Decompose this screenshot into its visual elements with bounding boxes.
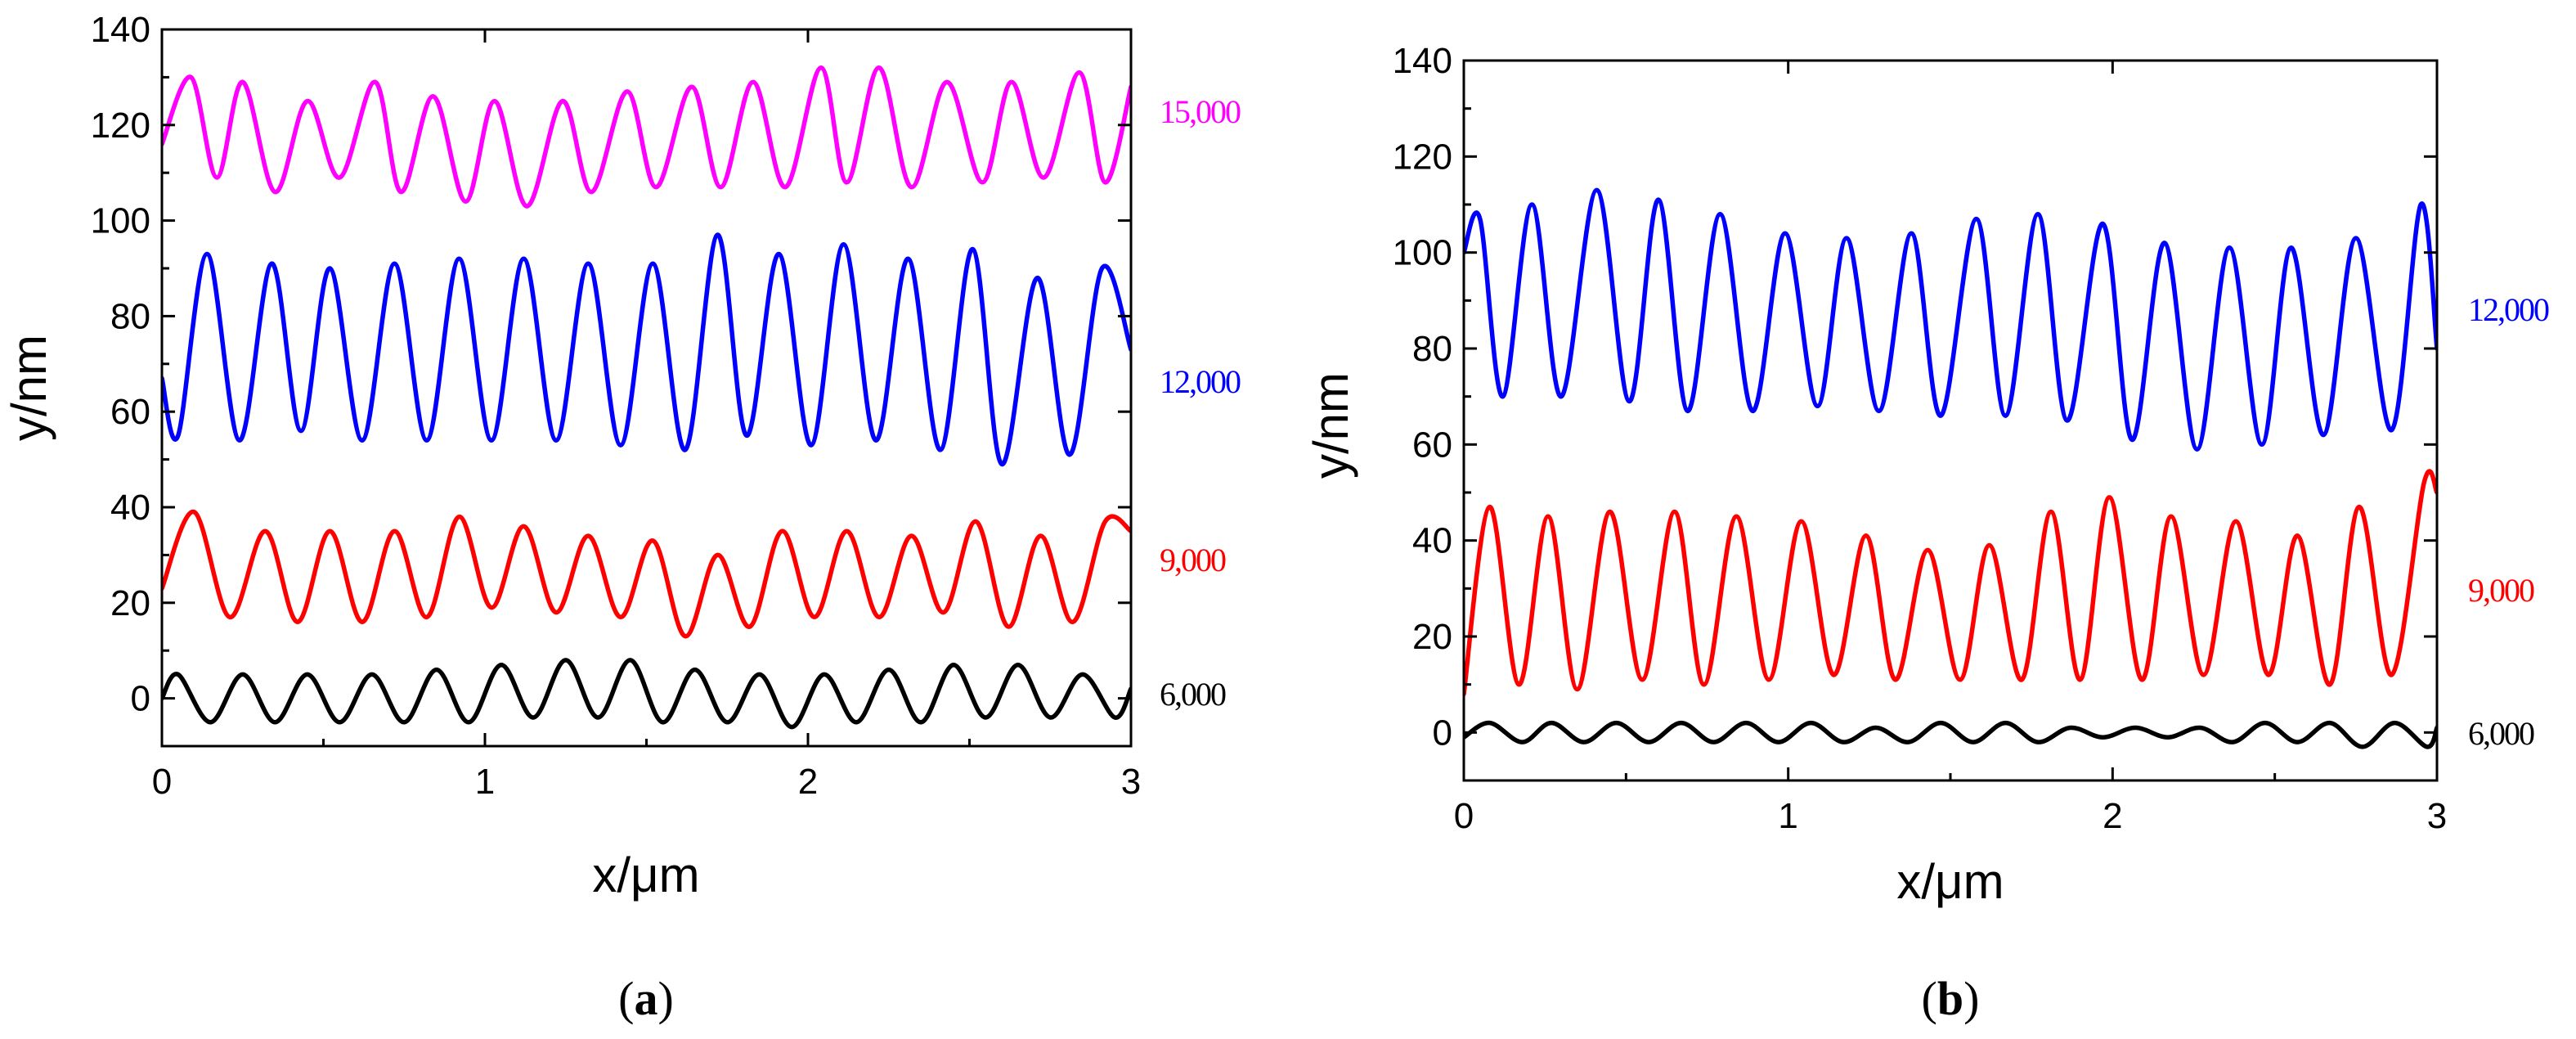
series-line-15000: [162, 65, 1131, 209]
x-tick-label: 1: [1778, 796, 1797, 836]
series-label-15000: 15,000: [1160, 93, 1241, 130]
y-tick-label: 80: [1412, 329, 1452, 369]
series-line-12000: [162, 232, 1131, 467]
series-line-12000: [1464, 187, 2437, 452]
x-tick-label: 0: [1454, 796, 1474, 836]
x-tick-label: 3: [1121, 762, 1141, 802]
plot-frame-a: [160, 28, 1133, 748]
series-label-12000: 12,000: [2468, 291, 2549, 328]
y-tick-label: 140: [91, 10, 150, 50]
series-layer-b: [1464, 187, 2437, 749]
y-tick-label: 100: [91, 201, 150, 241]
caption-b-letter: b: [1937, 972, 1963, 1025]
series-line-9000: [1464, 469, 2437, 697]
series-label-9000: 9,000: [1160, 542, 1226, 578]
series-layer-a: [162, 65, 1131, 730]
y-tick-label: 0: [1433, 713, 1452, 753]
x-tick-label: 2: [2103, 796, 2122, 836]
ticks-a: 0 1 2 3 0 20 40 60 80 100 120 140: [91, 10, 1142, 802]
y-axis-title-b: y/nm: [1304, 372, 1358, 479]
series-label-6000: 6,000: [2468, 715, 2534, 752]
y-tick-label: 100: [1393, 233, 1452, 273]
ticks-b: 0 1 2 3 0 20 40 60 80 100 120 140: [1393, 41, 2448, 836]
series-line-9000: [162, 510, 1131, 639]
series-label-6000: 6,000: [1160, 676, 1226, 713]
caption-a-letter: a: [635, 972, 658, 1025]
plot-frame-b: [1462, 59, 2439, 782]
x-tick-label: 0: [152, 762, 172, 802]
series-labels-b: 12,000 9,000 6,000: [2468, 291, 2551, 752]
series-label-9000: 9,000: [2468, 572, 2534, 609]
y-tick-label: 120: [91, 106, 150, 146]
y-tick-label: 0: [131, 679, 150, 719]
y-tick-label: 20: [1412, 617, 1452, 657]
y-tick-label: 60: [110, 392, 150, 432]
y-tick-label: 40: [110, 488, 150, 528]
series-line-6000: [162, 658, 1131, 730]
x-tick-label: 1: [475, 762, 495, 802]
y-tick-label: 120: [1393, 137, 1452, 177]
y-tick-label: 140: [1393, 41, 1452, 81]
y-tick-label: 20: [110, 583, 150, 623]
y-tick-label: 60: [1412, 425, 1452, 465]
x-axis-title-b: x/μm: [1896, 854, 2004, 909]
y-axis-title-a: y/nm: [2, 335, 56, 441]
x-axis-title-a: x/μm: [592, 848, 699, 902]
x-tick-label: 2: [798, 762, 818, 802]
y-tick-label: 80: [110, 296, 150, 336]
panel-b: 0 1 2 3 0 20 40 60 80 100 120 140 x/μm y/nm 12,000 9…: [1304, 41, 2551, 1025]
series-line-6000: [1464, 720, 2437, 749]
caption-b: (b): [1922, 972, 1980, 1025]
series-label-12000: 12,000: [1160, 363, 1241, 400]
caption-a: (a): [618, 972, 674, 1025]
x-tick-label: 3: [2427, 796, 2447, 836]
series-labels-a: 15,000 12,000 9,000 6,000: [1160, 93, 1242, 713]
y-tick-label: 40: [1412, 521, 1452, 561]
